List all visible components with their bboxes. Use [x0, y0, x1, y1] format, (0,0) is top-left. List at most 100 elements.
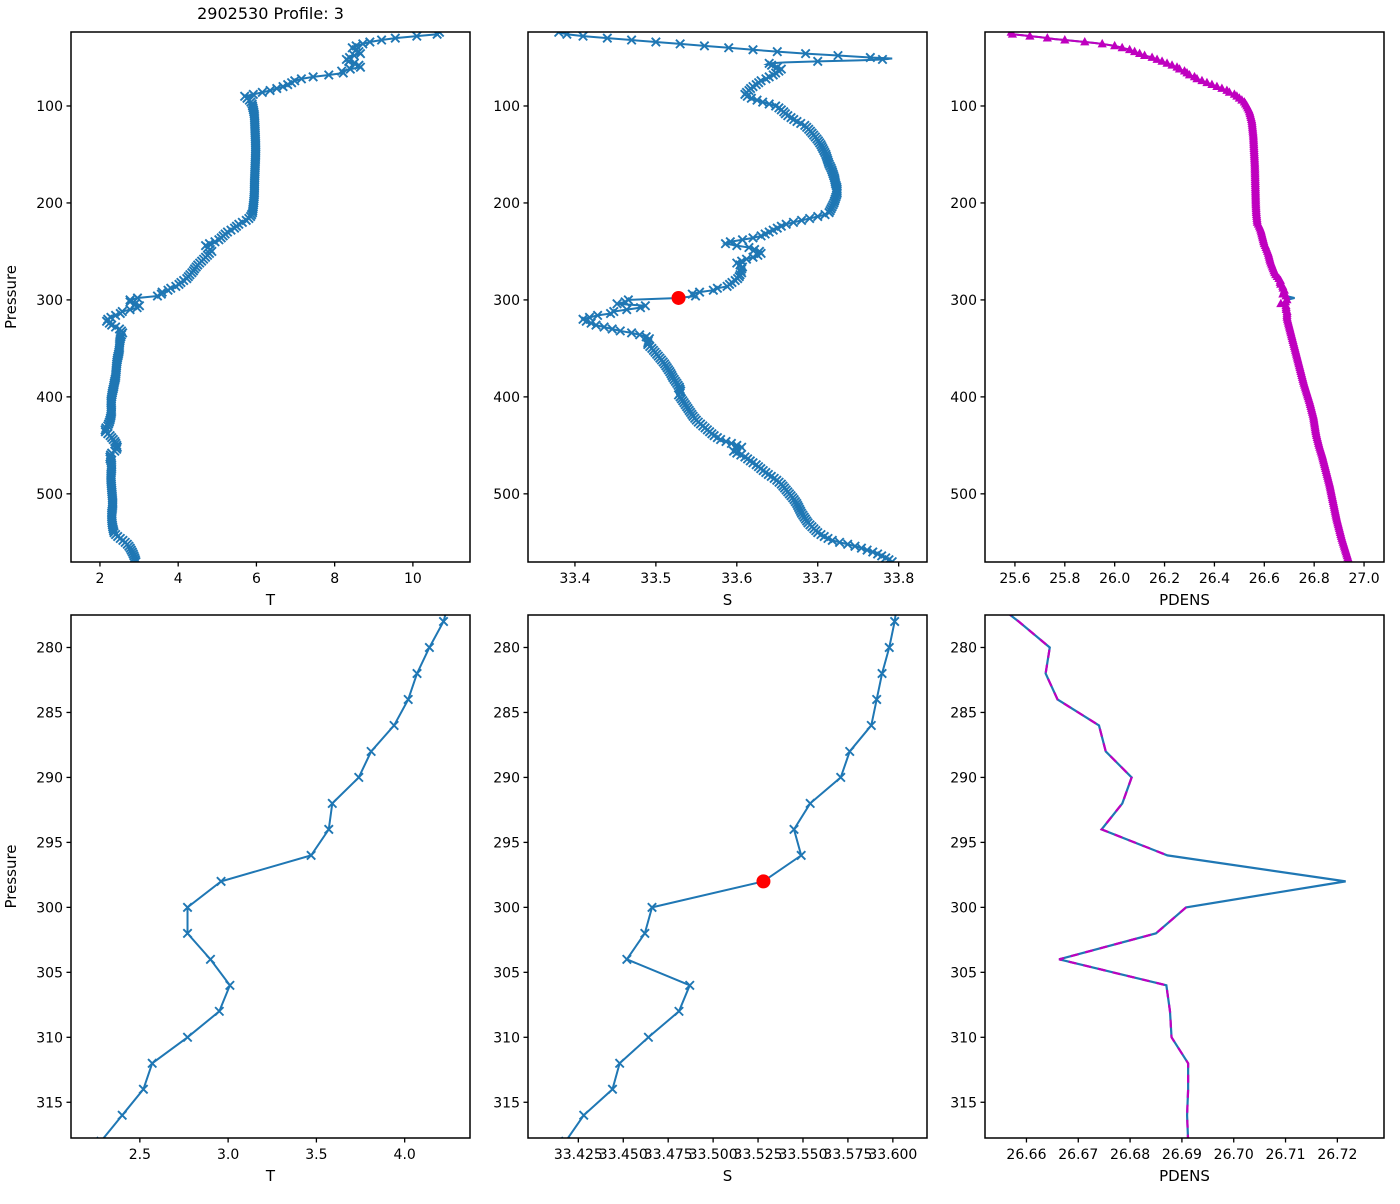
y-tick-label: 290	[493, 770, 520, 786]
y-tick-label: 285	[493, 705, 520, 721]
axis-ticks-PDENS-profile-full: 25.6 25.8 26.0 26.2 26.4 26.6 26.8 27.0 100 200 30…	[950, 99, 1379, 587]
x-marker	[731, 240, 742, 251]
x-marker	[403, 694, 414, 705]
triangle-marker	[1125, 44, 1135, 54]
triangle-marker	[1184, 69, 1195, 79]
x-marker	[766, 60, 777, 71]
y-tick-label: 280	[36, 640, 63, 656]
y-tick-label: 300	[493, 293, 520, 309]
x-marker	[132, 302, 142, 313]
x-marker	[796, 850, 807, 861]
x-marker	[708, 285, 719, 296]
triangle-marker	[1117, 42, 1127, 52]
x-marker	[621, 304, 632, 315]
x-marker	[796, 215, 807, 226]
x-marker	[389, 720, 399, 731]
triangle-marker	[1276, 298, 1286, 308]
y-tick-label: 290	[36, 770, 63, 786]
x-tick-label: 25.8	[1049, 571, 1080, 587]
x-marker	[884, 642, 895, 653]
series-area-T-profile-full	[100, 32, 445, 562]
x-tick-label: 33.600	[868, 1147, 917, 1163]
x-marker	[820, 209, 830, 220]
y-axis-label-T-profile-zoom: Pressure	[2, 844, 20, 908]
x-marker	[620, 296, 630, 307]
triangle-marker	[1007, 32, 1018, 38]
triangle-marker	[1224, 87, 1234, 96]
x-marker	[412, 668, 422, 679]
x-axis-label-T-profile-zoom: T	[265, 1167, 276, 1185]
series-area-T-profile-zoom	[96, 615, 449, 1138]
y-tick-label: 285	[36, 705, 63, 721]
y-tick-label: 100	[950, 99, 977, 115]
y-tick-label: 400	[36, 390, 63, 406]
x-marker	[364, 37, 375, 47]
x-marker	[614, 1058, 625, 1069]
x-marker	[591, 320, 601, 330]
x-tick-label: 33.7	[802, 571, 833, 587]
x-tick-label: 26.70	[1214, 1147, 1254, 1163]
x-marker	[607, 1084, 618, 1095]
series-line-PDENS-profile-full-PDENS-0	[1010, 32, 1351, 562]
x-marker	[723, 42, 734, 53]
x-marker	[720, 238, 731, 249]
x-marker	[626, 328, 637, 338]
series-line-PDENS-profile-full-PDENS-1	[1010, 32, 1287, 297]
axes-frame-S-profile-full	[527, 31, 928, 563]
axes-frame-S-profile-zoom	[527, 614, 928, 1139]
x-marker	[327, 798, 338, 809]
x-marker	[812, 56, 823, 67]
x-tick-label: 33.525	[734, 1147, 783, 1163]
x-marker	[323, 70, 334, 80]
y-tick-label: 500	[950, 487, 977, 503]
axes-frame-T-profile-zoom	[70, 614, 471, 1139]
x-marker	[675, 39, 686, 49]
x-marker	[125, 304, 135, 315]
x-marker	[756, 231, 766, 241]
triangle-marker	[1042, 33, 1052, 42]
x-marker	[744, 242, 754, 253]
x-marker	[626, 35, 637, 45]
x-marker	[424, 642, 435, 653]
x-marker	[182, 928, 193, 939]
y-tick-label: 400	[950, 390, 977, 406]
axis-ticks-S-profile-full: 33.4 33.5 33.6 33.7 33.8 100 200 300 400 500	[493, 99, 914, 587]
y-tick-label: 315	[36, 1095, 63, 1111]
x-tick-label: 33.475	[644, 1147, 693, 1163]
axis-ticks-PDENS-profile-zoom: 26.66 26.67 26.68 26.69 26.70 26.71 26.72 280 28…	[950, 640, 1357, 1163]
y-tick-label: 315	[950, 1095, 977, 1111]
y-tick-label: 280	[950, 640, 977, 656]
x-marker	[343, 56, 354, 67]
x-tick-label: 4	[174, 571, 183, 587]
x-tick-label: 2	[95, 571, 104, 587]
x-marker	[748, 232, 758, 243]
series-area-PDENS-profile-full	[1006, 32, 1353, 562]
x-tick-label: 4.0	[394, 1147, 416, 1163]
triangle-marker	[1140, 50, 1150, 59]
x-marker	[835, 772, 846, 783]
x-marker	[877, 54, 888, 65]
axis-ticks-T-profile-full: 2 4 6 8 10 100 200 300 400 500	[36, 99, 422, 587]
x-marker	[411, 32, 422, 42]
x-marker	[722, 281, 732, 292]
x-marker	[752, 95, 762, 106]
x-marker	[265, 85, 275, 96]
x-marker	[621, 954, 632, 965]
triangle-marker	[1130, 46, 1140, 56]
y-tick-label: 200	[950, 196, 977, 212]
y-tick-label: 500	[36, 487, 63, 503]
y-tick-label: 295	[493, 835, 520, 851]
x-marker	[856, 543, 867, 554]
x-tick-label: 27.0	[1348, 571, 1379, 587]
x-tick-label: 26.8	[1299, 571, 1330, 587]
y-tick-label: 285	[950, 705, 977, 721]
x-marker	[804, 213, 815, 224]
x-marker	[345, 64, 356, 75]
x-marker	[111, 440, 122, 451]
x-marker	[390, 33, 401, 43]
x-tick-label: 8	[330, 571, 339, 587]
figure-title: 2902530 Profile: 3	[197, 4, 344, 23]
